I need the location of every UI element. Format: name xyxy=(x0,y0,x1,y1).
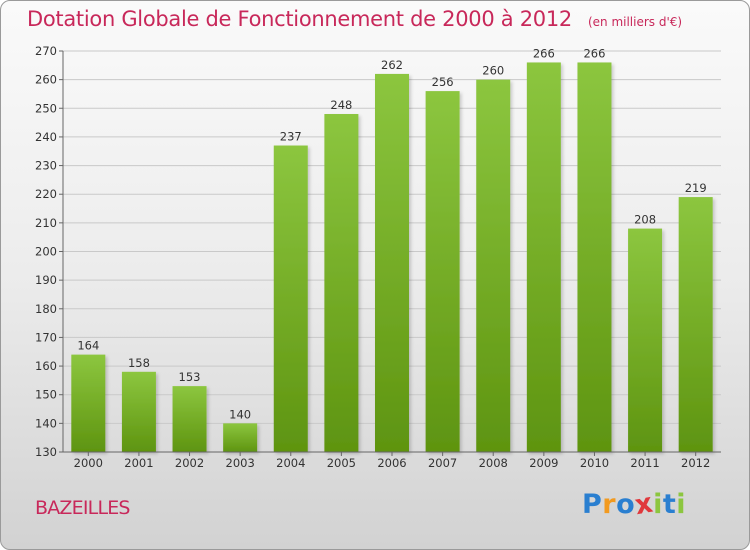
bar xyxy=(273,145,308,452)
data-labels: 164 158 153 140 237 248 262 256 260 266 266 208 219 xyxy=(77,46,706,421)
logo-letter: o xyxy=(616,489,636,520)
chart-title: Dotation Globale de Fonctionnement de 20… xyxy=(27,7,682,31)
x-tick-label: 2007 xyxy=(428,456,457,470)
chart-subtitle: (en milliers d'€) xyxy=(587,15,683,29)
bar xyxy=(324,114,359,452)
y-tick-label: 210 xyxy=(35,216,57,230)
y-tick-label: 260 xyxy=(35,73,57,87)
proxiti-logo: Proxiti xyxy=(582,488,687,522)
y-tick-label: 170 xyxy=(35,330,57,344)
chart-title-text: Dotation Globale de Fonctionnement de 20… xyxy=(27,7,572,31)
bar xyxy=(121,371,156,452)
x-tick-label: 2012 xyxy=(681,456,710,470)
bar xyxy=(526,62,561,452)
logo-letter: P xyxy=(582,489,603,520)
y-tick-label: 200 xyxy=(35,245,57,259)
data-label: 256 xyxy=(432,75,454,89)
bar xyxy=(577,62,612,452)
y-tick-label: 270 xyxy=(35,44,57,58)
logo-letter: r xyxy=(602,489,617,520)
logo-letter: i xyxy=(653,489,663,520)
y-tick-label: 150 xyxy=(35,388,57,402)
bar xyxy=(375,73,409,453)
x-tick-label: 2004 xyxy=(276,456,305,470)
data-label: 266 xyxy=(583,46,605,60)
bar xyxy=(223,423,258,452)
data-label: 140 xyxy=(229,407,251,421)
data-label: 248 xyxy=(330,98,352,112)
logo-letter: i xyxy=(676,489,687,520)
bar xyxy=(172,386,207,452)
x-tick-label: 2005 xyxy=(327,456,356,470)
x-axis-ticks: 2000 2001 2002 2003 2004 2005 2006 2007 2008 2009… xyxy=(74,452,710,470)
y-tick-label: 220 xyxy=(35,187,57,201)
data-label: 237 xyxy=(280,130,302,144)
x-tick-label: 2009 xyxy=(529,456,558,470)
data-label: 262 xyxy=(381,58,403,72)
data-label: 158 xyxy=(128,356,150,370)
x-tick-label: 2002 xyxy=(175,456,204,470)
commune-name: BAZEILLES xyxy=(35,497,131,519)
y-tick-label: 130 xyxy=(35,445,57,459)
y-tick-label: 230 xyxy=(35,159,57,173)
data-label: 208 xyxy=(634,213,656,227)
y-tick-label: 140 xyxy=(35,416,57,430)
data-label: 266 xyxy=(533,46,555,60)
y-tick-label: 240 xyxy=(35,130,57,144)
y-tick-label: 180 xyxy=(35,302,57,316)
data-label: 164 xyxy=(77,339,99,353)
bar xyxy=(476,79,511,453)
x-tick-label: 2003 xyxy=(226,456,255,470)
x-tick-label: 2006 xyxy=(377,456,406,470)
bar xyxy=(425,91,460,452)
data-label: 153 xyxy=(179,370,201,384)
x-tick-label: 2008 xyxy=(479,456,508,470)
bar xyxy=(71,354,106,452)
x-tick-label: 2010 xyxy=(580,456,609,470)
bar xyxy=(678,197,713,452)
x-tick-label: 2011 xyxy=(630,456,659,470)
data-label: 260 xyxy=(482,64,504,78)
bars xyxy=(71,62,713,453)
bar xyxy=(628,228,663,452)
x-tick-label: 2000 xyxy=(74,456,103,470)
y-tick-label: 160 xyxy=(35,359,57,373)
y-tick-label: 250 xyxy=(35,101,57,115)
data-label: 219 xyxy=(685,181,707,195)
y-tick-label: 190 xyxy=(35,273,57,287)
y-axis-ticks: 130 140 150 160 170 180 190 200 210 220 230 240 250 2… xyxy=(35,44,63,459)
logo-letter: t xyxy=(662,489,677,520)
x-tick-label: 2001 xyxy=(124,456,153,470)
